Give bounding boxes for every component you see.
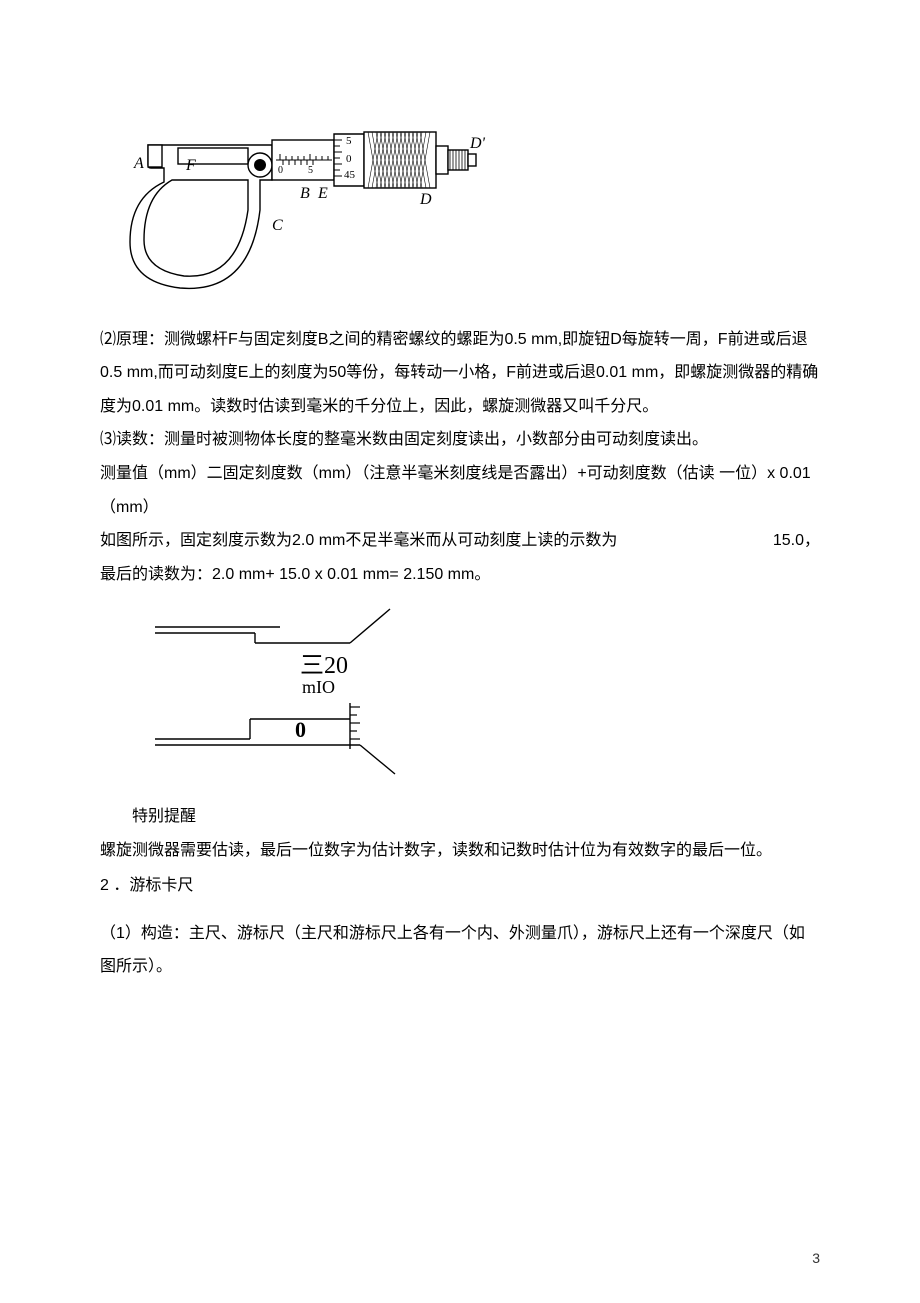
- section-2-title: 2 ．游标卡尺: [100, 869, 820, 903]
- svg-text:D: D: [419, 191, 432, 208]
- svg-text:F: F: [185, 157, 196, 174]
- paragraph-principle: ⑵原理：测微螺杆F与固定刻度B之间的精密螺纹的螺距为0.5 mm,即旋钮D每旋转…: [100, 323, 820, 424]
- svg-text:mIO: mIO: [302, 677, 335, 697]
- svg-text:C: C: [272, 217, 283, 234]
- paragraph-formula: 测量值（mm）二固定刻度数（mm）（注意半毫米刻度线是否露出）+可动刻度数（估读…: [100, 457, 820, 524]
- svg-text:45: 45: [344, 169, 356, 181]
- svg-text:B: B: [300, 185, 310, 202]
- tip-title: 特别提醒: [100, 800, 820, 834]
- svg-text:A: A: [133, 155, 144, 172]
- svg-text:E: E: [317, 185, 328, 202]
- scale-detail-figure: 三20 mIO 0: [150, 599, 410, 779]
- svg-text:D': D': [469, 135, 486, 152]
- example-prefix: 如图所示，固定刻度示数为2.0 mm不足半毫米而从可动刻度上读的示数为: [100, 532, 617, 549]
- paragraph-reading: ⑶读数：测量时被测物体长度的整毫米数由固定刻度读出，小数部分由可动刻度读出。: [100, 423, 820, 457]
- paragraph-example: 如图所示，固定刻度示数为2.0 mm不足半毫米而从可动刻度上读的示数为 15.0…: [100, 524, 820, 558]
- tip-body: 螺旋测微器需要估读，最后一位数字为估计数字，读数和记数时估计位为有效数字的最后一…: [100, 834, 820, 868]
- section-2-p1: （1）构造：主尺、游标尺（主尺和游标尺上各有一个内、外测量爪），游标尺上还有一个…: [100, 917, 820, 984]
- page-number: 3: [812, 1244, 820, 1273]
- svg-text:0: 0: [295, 717, 306, 742]
- svg-text:5: 5: [308, 165, 313, 176]
- svg-text:0: 0: [278, 165, 283, 176]
- svg-text:0: 0: [346, 153, 352, 165]
- svg-text:5: 5: [346, 135, 352, 147]
- svg-text:三20: 三20: [300, 653, 348, 679]
- example-value: 15.0，: [773, 524, 820, 558]
- paragraph-result: 最后的读数为：2.0 mm+ 15.0 x 0.01 mm= 2.150 mm。: [100, 558, 820, 592]
- micrometer-figure: 0 5 5 0 45: [100, 110, 490, 300]
